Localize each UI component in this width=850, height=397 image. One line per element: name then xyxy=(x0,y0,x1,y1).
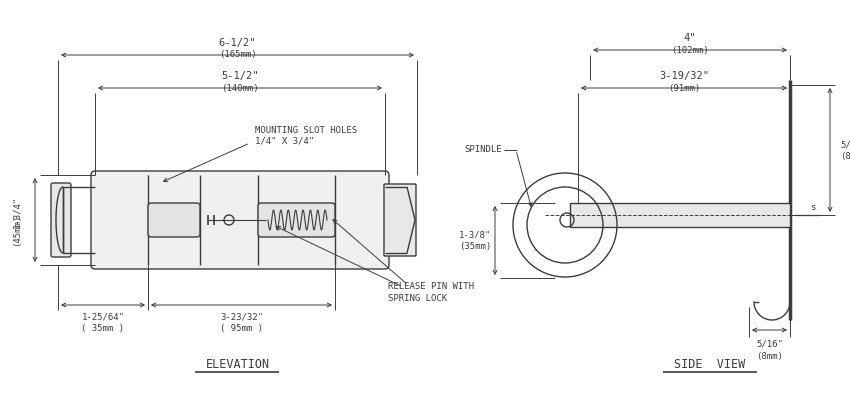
Text: (140mm): (140mm) xyxy=(221,83,258,93)
Text: 5-1/2": 5-1/2" xyxy=(221,71,258,81)
FancyBboxPatch shape xyxy=(258,203,335,237)
Text: ELEVATION: ELEVATION xyxy=(206,358,269,372)
Text: 1/4" X 3/4": 1/4" X 3/4" xyxy=(255,137,314,146)
Text: (35mm): (35mm) xyxy=(459,242,491,251)
Text: (8mm): (8mm) xyxy=(756,351,783,360)
Text: (8mm): (8mm) xyxy=(840,152,850,160)
Text: 1-25/64": 1-25/64" xyxy=(82,312,124,322)
Text: 6-1/2": 6-1/2" xyxy=(218,38,256,48)
Text: 1-3/4": 1-3/4" xyxy=(13,196,21,228)
Text: (102mm): (102mm) xyxy=(672,46,709,54)
Text: 4": 4" xyxy=(683,33,696,43)
Text: (165mm): (165mm) xyxy=(218,50,257,60)
Text: 5/16": 5/16" xyxy=(756,339,783,349)
Text: SPINDLE: SPINDLE xyxy=(464,145,502,154)
Text: 5/16": 5/16" xyxy=(840,141,850,150)
Text: RELEASE PIN WITH: RELEASE PIN WITH xyxy=(388,282,474,291)
Text: SIDE  VIEW: SIDE VIEW xyxy=(674,358,745,372)
Text: MOUNTING SLOT HOLES: MOUNTING SLOT HOLES xyxy=(255,126,357,135)
Text: ( 35mm ): ( 35mm ) xyxy=(82,324,124,333)
Text: ( 95mm ): ( 95mm ) xyxy=(220,324,263,333)
FancyBboxPatch shape xyxy=(91,171,389,269)
Text: s: s xyxy=(810,202,815,212)
Text: 1-3/8": 1-3/8" xyxy=(459,230,491,239)
FancyBboxPatch shape xyxy=(51,183,71,257)
Text: 3-23/32": 3-23/32" xyxy=(220,312,263,322)
Text: (45mm): (45mm) xyxy=(13,214,21,246)
Text: 3-19/32": 3-19/32" xyxy=(659,71,709,81)
Bar xyxy=(570,203,790,227)
Text: SPRING LOCK: SPRING LOCK xyxy=(388,294,447,303)
Text: (91mm): (91mm) xyxy=(668,83,700,93)
FancyBboxPatch shape xyxy=(384,184,416,256)
FancyBboxPatch shape xyxy=(148,203,200,237)
